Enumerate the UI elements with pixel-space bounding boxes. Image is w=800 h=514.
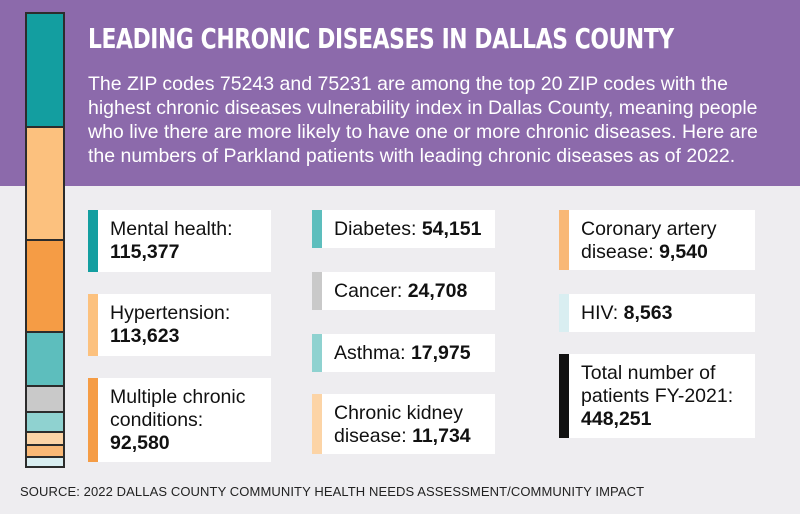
stacked-segment-hypertension bbox=[27, 128, 63, 239]
stacked-segment-diabetes bbox=[27, 332, 63, 386]
chart-title: LEADING CHRONIC DISEASES IN DALLAS COUNT… bbox=[88, 22, 674, 55]
card-total: Total number of patients FY-2021: 448,25… bbox=[559, 354, 755, 438]
card-label: Total number of bbox=[581, 362, 716, 384]
card-value: 24,708 bbox=[407, 280, 468, 302]
card-label-2: conditions: bbox=[110, 409, 204, 431]
card-value: 115,377 bbox=[110, 241, 180, 263]
card-value: 448,251 bbox=[581, 408, 652, 430]
card-hiv: HIV: 8,563 bbox=[559, 294, 755, 332]
stacked-segment-mental-health bbox=[27, 14, 63, 127]
card-color-bar bbox=[559, 354, 569, 438]
card-label: Chronic kidney bbox=[334, 402, 463, 424]
card-label-2: patients FY-2021: bbox=[581, 385, 734, 407]
card-color-bar bbox=[559, 294, 569, 332]
stacked-segment-hiv bbox=[27, 457, 63, 466]
card-value: 8,563 bbox=[623, 302, 673, 324]
card-value: 54,151 bbox=[421, 218, 482, 240]
card-chronic-kidney: Chronic kidney disease: 11,734 bbox=[312, 394, 495, 454]
card-label: Diabetes: bbox=[334, 218, 417, 240]
card-hypertension: Hypertension: 113,623 bbox=[88, 294, 271, 356]
card-value: 113,623 bbox=[110, 325, 180, 347]
card-color-bar bbox=[312, 394, 322, 454]
card-color-bar bbox=[312, 210, 322, 248]
card-cancer: Cancer: 24,708 bbox=[312, 272, 495, 310]
card-value: 92,580 bbox=[110, 432, 170, 454]
stacked-segment-coronary-artery-disease bbox=[27, 446, 63, 456]
stacked-segment-multiple-chronic-conditions bbox=[27, 240, 63, 331]
card-multiple-chronic: Multiple chronic conditions: 92,580 bbox=[88, 378, 271, 462]
card-color-bar bbox=[312, 334, 322, 372]
card-mental-health: Mental health: 115,377 bbox=[88, 210, 271, 272]
card-coronary-artery: Coronary artery disease: 9,540 bbox=[559, 210, 755, 270]
card-value: 11,734 bbox=[412, 425, 471, 447]
stacked-segment-cancer bbox=[27, 387, 63, 412]
card-label: Cancer: bbox=[334, 280, 403, 302]
card-label: Multiple chronic bbox=[110, 386, 246, 408]
card-color-bar bbox=[88, 294, 98, 356]
card-value: 17,975 bbox=[410, 342, 471, 364]
card-label: Hypertension: bbox=[110, 302, 231, 324]
card-color-bar bbox=[559, 210, 569, 270]
card-label-2: disease: bbox=[334, 425, 407, 447]
card-asthma: Asthma: 17,975 bbox=[312, 334, 495, 372]
card-color-bar bbox=[312, 272, 322, 310]
stacked-segment-chronic-kidney-disease bbox=[27, 432, 63, 445]
header-band bbox=[0, 0, 800, 186]
card-label: HIV: bbox=[581, 302, 619, 324]
stacked-segment-asthma bbox=[27, 413, 63, 431]
card-label: Mental health: bbox=[110, 218, 233, 240]
card-label: Coronary artery bbox=[581, 218, 717, 240]
card-value: 9,540 bbox=[659, 241, 708, 263]
card-label-2: disease: bbox=[581, 241, 654, 263]
card-color-bar bbox=[88, 210, 98, 272]
intro-text: The ZIP codes 75243 and 75231 are among … bbox=[88, 73, 758, 167]
card-diabetes: Diabetes: 54,151 bbox=[312, 210, 495, 248]
card-label: Asthma: bbox=[334, 342, 406, 364]
source-note: SOURCE: 2022 DALLAS COUNTY COMMUNITY HEA… bbox=[20, 484, 645, 499]
card-color-bar bbox=[88, 378, 98, 462]
